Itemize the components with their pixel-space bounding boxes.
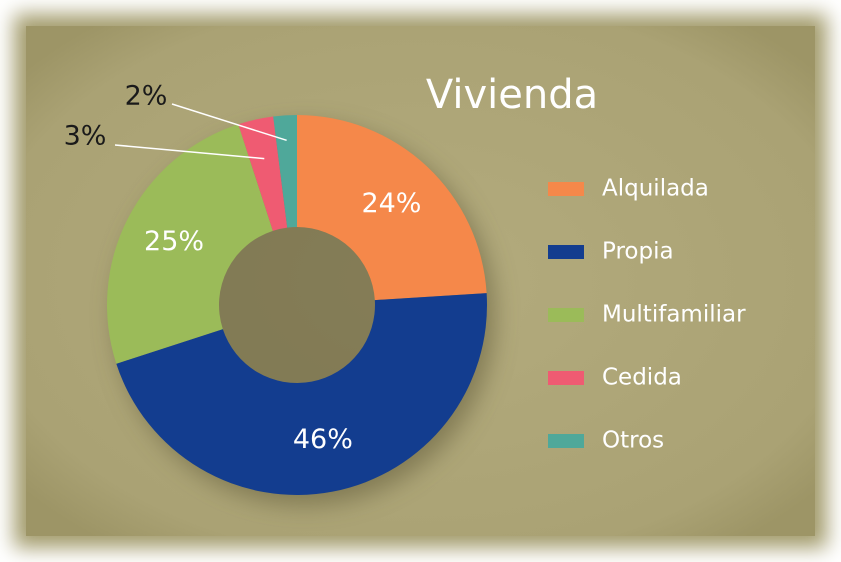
legend-swatch <box>548 308 584 322</box>
slice <box>273 115 297 228</box>
data-label: 25% <box>144 226 204 257</box>
data-label: 46% <box>293 424 353 455</box>
chart-title: Vivienda <box>426 72 598 118</box>
legend-label: Otros <box>602 428 664 454</box>
leader-line <box>171 103 287 142</box>
legend-swatch <box>548 245 584 259</box>
slice <box>238 116 288 231</box>
legend-label: Multifamiliar <box>602 302 746 328</box>
legend-label: Cedida <box>602 365 682 391</box>
slice <box>116 293 488 496</box>
legend-label: Alquilada <box>602 176 709 202</box>
data-label: 3% <box>64 121 107 152</box>
slice <box>297 115 487 301</box>
legend-swatch <box>548 182 584 196</box>
data-label: 24% <box>361 188 421 219</box>
slice <box>107 124 273 364</box>
legend-swatch <box>548 371 584 385</box>
data-label: 2% <box>125 81 168 112</box>
leader-line <box>114 144 265 160</box>
legend-label: Propia <box>602 239 674 265</box>
legend-swatch <box>548 434 584 448</box>
